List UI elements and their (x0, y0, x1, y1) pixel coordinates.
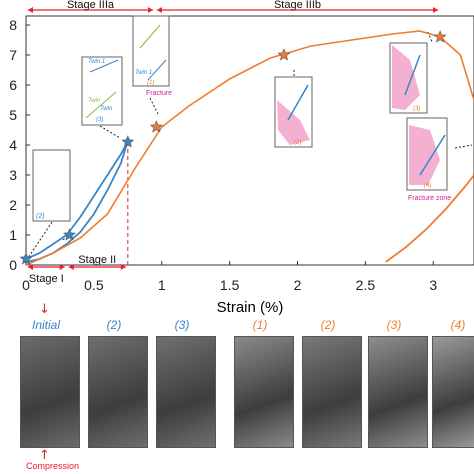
stage-label: Stage I (29, 273, 64, 285)
y-tick-label: 1 (9, 227, 17, 243)
inset-label: (2) (294, 140, 301, 146)
sample-label: (3) (174, 318, 190, 332)
fracture-region (277, 100, 310, 145)
y-tick-label: 6 (9, 77, 17, 93)
sample-label: (3) (386, 318, 402, 332)
fracture-label: Fracture (146, 90, 172, 97)
series-line (385, 174, 474, 263)
stage-label: Stage IIIa (67, 0, 115, 11)
sample-photo (156, 336, 216, 448)
y-tick-label: 8 (9, 17, 17, 33)
y-tick-label: 7 (9, 47, 17, 63)
arrow-up-icon: ↑ (39, 448, 50, 463)
y-tick-label: 2 (9, 197, 17, 213)
sample-photo (432, 336, 474, 448)
arrowhead-right-icon (59, 264, 65, 270)
twin-line (147, 59, 167, 81)
sample-photo (368, 336, 428, 448)
arrowhead-right-icon (120, 264, 126, 270)
x-tick-label: 3 (429, 277, 437, 293)
inset-blue-2 (32, 149, 71, 222)
x-tick-label: 2 (294, 277, 302, 293)
pointer-arrow (149, 97, 159, 115)
fracture-region (392, 45, 420, 110)
compression-label: Compression (26, 461, 80, 471)
sample-label: (4) (450, 318, 466, 332)
data-markers (19, 30, 447, 265)
star-marker-icon (433, 30, 447, 43)
twin-line (404, 54, 421, 96)
x-tick-label: 1.5 (220, 277, 240, 293)
twin-line (89, 59, 119, 73)
stage-annotations: Stage I Stage II Stage IIIa Stage IIIb (28, 0, 439, 285)
fracture-region (409, 125, 440, 185)
pointer-arrow (99, 125, 121, 139)
sample-photo (88, 336, 148, 448)
twin-line (287, 84, 309, 121)
arrowhead-left-icon (68, 264, 74, 270)
arrowhead-right-icon (147, 7, 153, 13)
fracture-zone-label: Fracture zone (408, 195, 451, 202)
twin-label: Twin (88, 98, 101, 104)
twin-label: Twin (100, 106, 113, 112)
twin-line (139, 24, 161, 49)
y-axis-ticks: 0 1 2 3 4 5 6 7 8 (9, 17, 30, 273)
x-tick-label: 0 (22, 277, 30, 293)
star-marker-icon (19, 252, 33, 265)
star-marker-icon (62, 228, 76, 241)
x-axis-ticks: 0 0.5 1 1.5 2 2.5 3 (22, 261, 437, 293)
inset-label: (2) (36, 213, 45, 220)
twin-label: Twin 1 (135, 70, 152, 76)
sample-label: (2) (320, 318, 336, 332)
arrowhead-left-icon (156, 7, 162, 13)
sample-label: (2) (106, 318, 122, 332)
arrow-down-icon: ↓ (39, 302, 50, 317)
sample-photo (20, 336, 80, 448)
x-tick-label: 0.5 (84, 277, 104, 293)
arrowhead-left-icon (28, 7, 33, 13)
stage-label: Stage II (78, 254, 116, 266)
sample-label: Initial (31, 318, 60, 332)
y-tick-label: 4 (9, 137, 17, 153)
pointer-arrow (27, 221, 53, 259)
sample-photo (234, 336, 294, 448)
inset-label: (1) (147, 80, 154, 86)
y-tick-label: 3 (9, 167, 17, 183)
x-tick-label: 2.5 (356, 277, 376, 293)
arrowhead-left-icon (28, 264, 33, 270)
stage-label: Stage IIIb (274, 0, 321, 11)
inset-blue-3 (81, 56, 123, 126)
star-marker-icon (149, 120, 163, 133)
inset-label: (4) (424, 183, 431, 189)
x-tick-label: 1 (158, 277, 166, 293)
x-axis-label: Strain (%) (217, 299, 284, 316)
star-marker-icon (277, 48, 291, 61)
inset-label: (3) (413, 106, 420, 112)
pointer-arrow (454, 144, 473, 149)
series-line (25, 30, 474, 266)
plot-frame (25, 15, 474, 266)
twin-line (419, 134, 446, 176)
star-marker-icon (121, 135, 135, 148)
twin-line (85, 91, 117, 119)
sample-label: (1) (252, 318, 268, 332)
micrograph-insets: (2) Twin 1 Twin Twin (3) Twin 1 (1) Fracture (2)… (27, 15, 473, 259)
inset-label: (3) (96, 117, 103, 123)
data-series (25, 30, 474, 266)
y-tick-label: 5 (9, 107, 17, 123)
arrowhead-right-icon (433, 7, 439, 13)
series-line (25, 141, 129, 260)
twin-label: Twin 1 (88, 59, 105, 65)
inset-orange-1 (132, 15, 170, 87)
sample-photo (302, 336, 362, 448)
y-tick-label: 0 (9, 257, 17, 273)
